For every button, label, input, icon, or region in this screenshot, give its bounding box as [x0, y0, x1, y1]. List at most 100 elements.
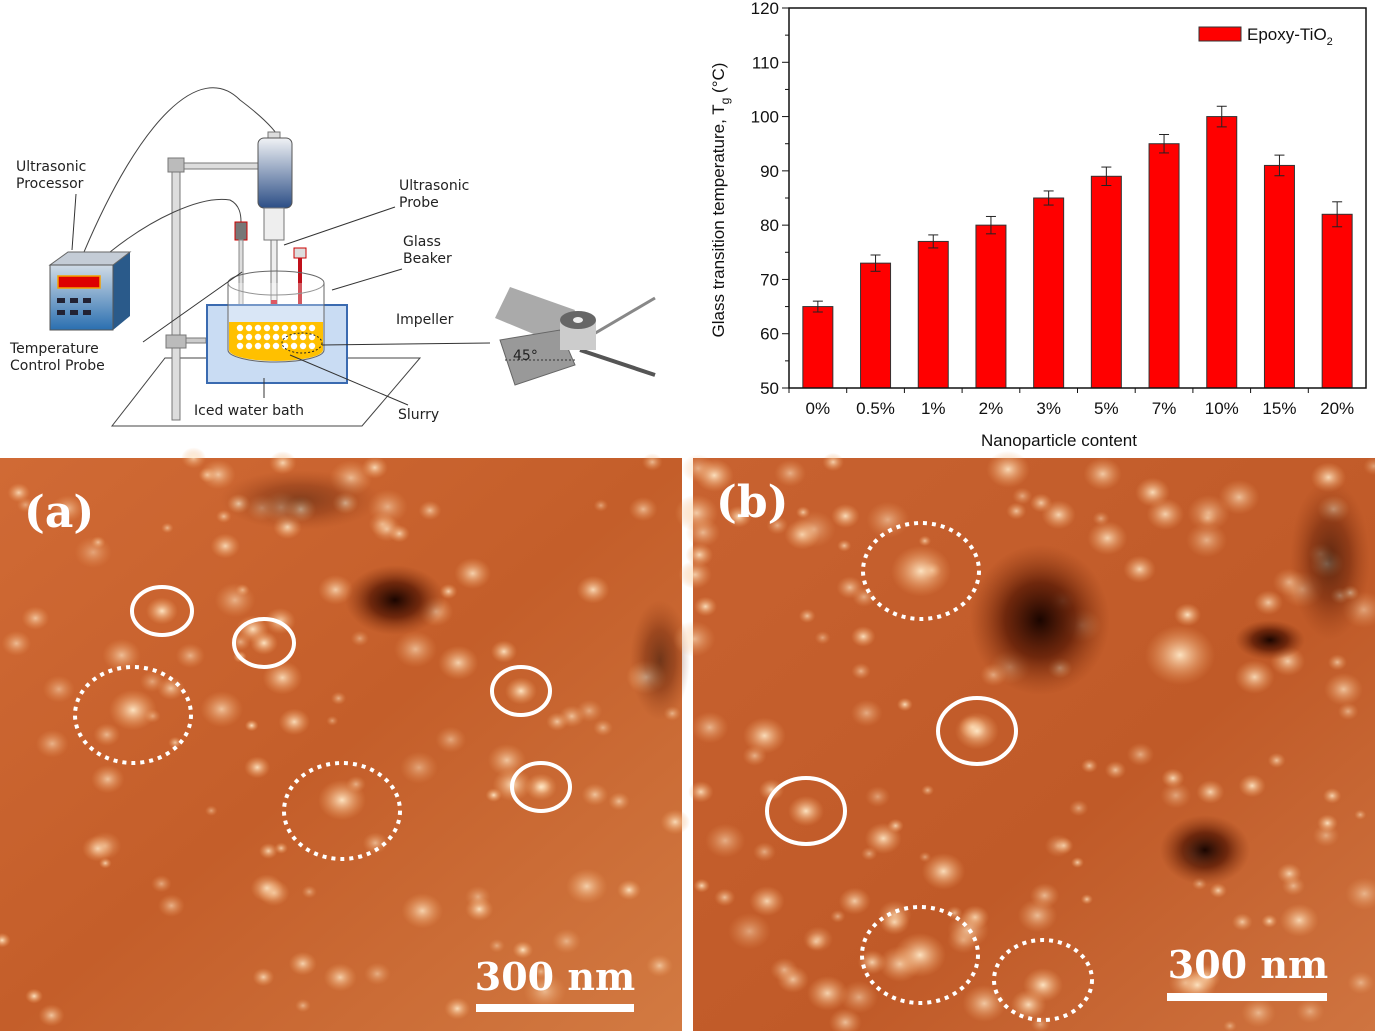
y-label-unit: (°C)	[709, 63, 728, 98]
error-bar-10%	[1216, 105, 1227, 128]
processor-side	[113, 252, 130, 330]
y-axis: 50 60 70 80 90 100 110 120	[751, 0, 789, 398]
x-tick-label: 7%	[1152, 399, 1177, 418]
particle	[308, 333, 316, 341]
particle	[308, 342, 316, 350]
error-bar-0.5%	[870, 254, 881, 272]
dotted-circle-marker	[861, 521, 981, 621]
particle	[263, 342, 271, 350]
error-bar-2%	[985, 215, 996, 235]
bars-layer	[802, 105, 1353, 389]
dotted-circle-marker	[73, 665, 193, 765]
error-bar-20%	[1332, 201, 1343, 228]
y-tick-label: 60	[760, 325, 779, 344]
particle	[254, 324, 262, 332]
panel-label-a: (a)	[24, 487, 94, 538]
label-ultrasonic-probe-2: Probe	[399, 195, 439, 211]
bar-3%	[1033, 197, 1065, 389]
x-tick-label: 10%	[1205, 399, 1239, 418]
particle	[236, 333, 244, 341]
circle-marker	[936, 696, 1018, 766]
particle	[290, 333, 298, 341]
particle	[290, 342, 298, 350]
scale-bar-a	[476, 1004, 634, 1012]
error-bar-15%	[1274, 154, 1285, 177]
bar-2%	[975, 224, 1007, 389]
legend-swatch	[1198, 26, 1242, 42]
x-tick-label: 2%	[979, 399, 1004, 418]
dotted-circle-marker	[992, 938, 1094, 1022]
x-tick-label: 0.5%	[856, 399, 895, 418]
slurry	[229, 322, 323, 361]
y-tick-label: 80	[760, 216, 779, 235]
label-impeller: Impeller	[396, 312, 454, 328]
y-tick-label: 120	[751, 0, 779, 18]
afm-panel-a: (a) 300 nm	[0, 447, 690, 1031]
particle	[236, 324, 244, 332]
label-ultrasonic-probe-1: Ultrasonic	[399, 178, 469, 194]
error-bar-5%	[1101, 166, 1112, 187]
circle-marker	[232, 617, 296, 669]
x-tick-label: 0%	[806, 399, 831, 418]
nanoparticles	[236, 324, 316, 350]
error-bar-3%	[1043, 190, 1054, 206]
panel-label-b: (b)	[716, 477, 788, 528]
sonicator-body	[257, 137, 293, 209]
circle-marker	[510, 761, 572, 813]
particle	[254, 342, 262, 350]
bar-0%	[802, 306, 834, 389]
dotted-circle-marker	[860, 905, 980, 1005]
sonicator-horn	[263, 207, 285, 241]
y-tick-label: 90	[760, 162, 779, 181]
label-temperature-1: Temperature	[9, 341, 99, 357]
label-glass-beaker-1: Glass	[403, 234, 441, 250]
particle	[236, 342, 244, 350]
y-tick-label: 70	[760, 270, 779, 289]
cable	[83, 87, 277, 253]
legend-label: Epoxy-TiO2	[1247, 25, 1333, 48]
error-bar-0%	[812, 300, 823, 313]
bar-15%	[1263, 164, 1295, 389]
y-label-main: Glass transition temperature, T	[709, 104, 728, 337]
impeller-picture: 45°	[495, 287, 656, 386]
label-ultrasonic-processor-2: Processor	[16, 176, 84, 192]
bar-10%	[1206, 116, 1238, 389]
bar-20%	[1321, 213, 1353, 389]
particle	[281, 333, 289, 341]
particle	[299, 333, 307, 341]
particle	[254, 333, 262, 341]
lower-clamp	[165, 334, 187, 349]
scale-bar-b	[1167, 993, 1327, 1001]
x-tick-label: 5%	[1094, 399, 1119, 418]
x-tick-label: 20%	[1320, 399, 1354, 418]
x-tick-label: 15%	[1262, 399, 1296, 418]
dotted-circle-marker	[282, 761, 402, 861]
particle	[290, 324, 298, 332]
scale-label-b: 300 nm	[1168, 942, 1328, 987]
x-axis-label: Nanoparticle content	[981, 431, 1137, 450]
bar-5%	[1090, 175, 1122, 389]
particle	[245, 333, 253, 341]
x-tick-label: 1%	[921, 399, 946, 418]
particle	[245, 324, 253, 332]
particle	[299, 324, 307, 332]
impeller-shaft	[298, 258, 302, 346]
particle	[245, 342, 253, 350]
bar-chart: 50 60 70 80 90 100 110 120 0% 0.5% 1% 2% 3% 5% 7% 10% 1…	[709, 0, 1367, 450]
y-tick-label: 100	[751, 108, 779, 127]
circle-marker	[765, 776, 847, 846]
x-tick-label: 3%	[1036, 399, 1061, 418]
particle	[263, 324, 271, 332]
y-tick-label: 50	[760, 379, 779, 398]
stand-rod	[171, 167, 181, 421]
flow-arrow	[281, 332, 323, 354]
y-axis-label: Glass transition temperature, Tg (°C)	[709, 63, 732, 338]
particle	[281, 324, 289, 332]
temp-cable	[109, 198, 242, 253]
particle	[272, 333, 280, 341]
afm-panel-b: (b) 300 nm	[673, 450, 1375, 1031]
bar-1%	[917, 240, 949, 389]
label-ultrasonic-processor-1: Ultrasonic	[16, 159, 86, 175]
processor-display	[57, 275, 101, 289]
